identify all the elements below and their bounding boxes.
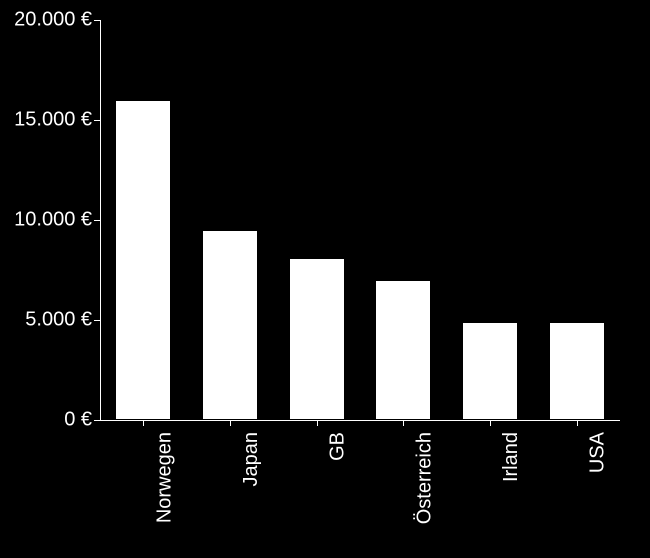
x-tick-mark [230,420,231,426]
x-axis-line [100,420,620,421]
bar [115,100,171,420]
x-tick-mark [317,420,318,426]
x-axis-label: GB [327,432,350,558]
bar [202,230,258,420]
x-tick-mark [577,420,578,426]
x-tick-mark [403,420,404,426]
x-axis-label: USA [587,432,610,558]
x-axis-label: Irland [500,432,523,558]
y-tick-label: 0 € [2,409,92,432]
plot-area [100,20,620,420]
x-tick-mark [143,420,144,426]
y-tick-label: 5.000 € [2,309,92,332]
y-tick-label: 15.000 € [2,109,92,132]
bar [289,258,345,420]
x-axis-label: Norwegen [153,432,176,558]
x-axis-label: Österreich [413,432,436,558]
y-tick-mark [94,420,100,421]
x-tick-mark [490,420,491,426]
bar [549,322,605,420]
bar [375,280,431,420]
y-tick-label: 10.000 € [2,209,92,232]
y-tick-label: 20.000 € [2,9,92,32]
bar-chart: 0 € 5.000 € 10.000 € 15.000 € 20.000 € Norwe… [0,0,650,558]
bar [462,322,518,420]
x-axis-label: Japan [240,432,263,558]
